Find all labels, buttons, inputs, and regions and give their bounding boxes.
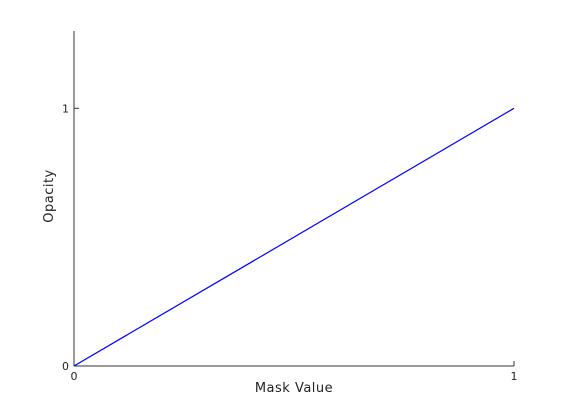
x-tick-label: 1	[511, 370, 518, 383]
series-line-0	[73, 107, 515, 367]
y-tick-label: 1	[62, 102, 69, 115]
y-axis-title: Opacity	[42, 169, 57, 223]
y-ticks: 01	[62, 102, 79, 373]
x-tick-label: 0	[71, 370, 78, 383]
series-layer	[73, 107, 515, 367]
y-tick-label: 0	[62, 360, 69, 373]
x-axis-title: Mask Value	[255, 381, 333, 396]
